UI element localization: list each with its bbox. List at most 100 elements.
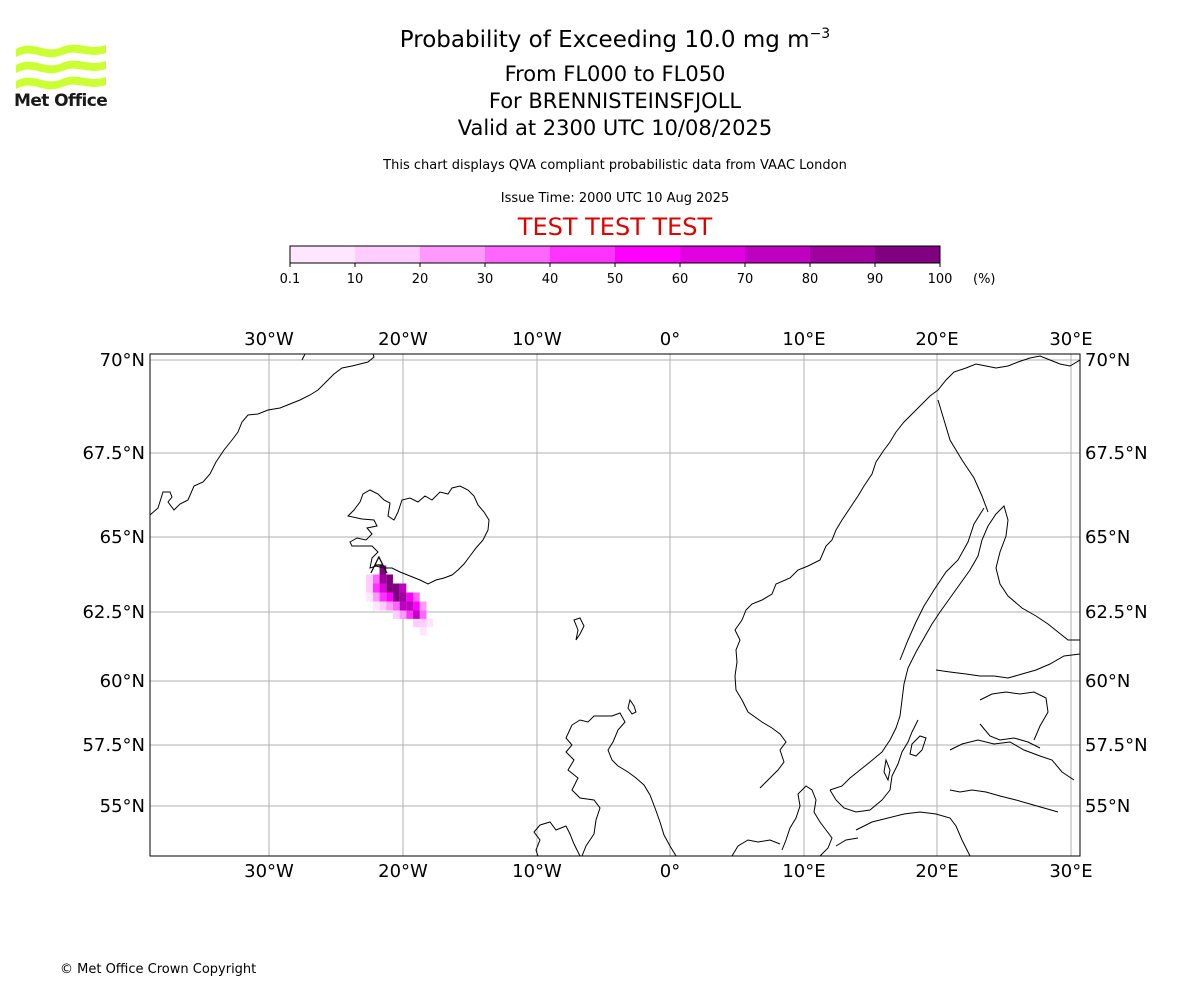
estonia-coastline xyxy=(979,691,1049,741)
valid-time: Valid at 2300 UTC 10/08/2025 xyxy=(457,116,773,140)
shetland-coastline xyxy=(627,698,637,715)
plume-cell xyxy=(392,610,400,619)
plume-cell xyxy=(419,610,427,619)
lat-label-left: 62.5°N xyxy=(82,602,145,623)
plume-cell xyxy=(366,583,373,593)
lon-label-bottom: 20°W xyxy=(378,861,428,882)
lon-label-bottom: 10°W xyxy=(512,861,562,882)
lat-label-right: 62.5°N xyxy=(1085,602,1148,623)
plume-cell xyxy=(379,565,387,575)
plume-cell xyxy=(419,627,427,636)
ireland-coastline xyxy=(533,821,581,856)
plume-cell xyxy=(399,583,407,593)
plume-cell xyxy=(379,583,387,593)
sweden-finland-border xyxy=(937,399,989,513)
lon-label-top: 30°E xyxy=(1049,329,1092,350)
poland-coastline xyxy=(855,811,971,856)
plume-cell xyxy=(399,610,407,619)
lon-label-bottom: 20°E xyxy=(915,861,958,882)
plume-cell xyxy=(366,574,373,584)
chart-title-main: Probability of Exceeding 10.0 mg m xyxy=(399,27,810,53)
test-banner: TEST TEST TEST xyxy=(517,213,713,241)
lon-label-bottom: 30°W xyxy=(244,861,294,882)
plume-cell xyxy=(366,592,373,602)
lat-label-left: 60°N xyxy=(100,671,145,692)
plume-cell xyxy=(413,592,420,602)
plume-cell xyxy=(419,601,427,611)
plume-cell xyxy=(413,610,420,619)
coastlines xyxy=(150,354,1080,856)
germany-coastline xyxy=(731,837,859,856)
lon-label-top: 10°W xyxy=(512,329,562,350)
plume-cell xyxy=(406,592,414,602)
met-office-logo-waves xyxy=(16,44,106,90)
graticule xyxy=(150,354,1080,856)
denmark-coastline xyxy=(781,785,833,856)
plume-cell xyxy=(399,592,407,602)
lon-label-bottom: 10°E xyxy=(782,861,825,882)
lon-label-top: 30°W xyxy=(244,329,294,350)
gulf-of-bothnia xyxy=(899,507,985,661)
plume-cell xyxy=(406,601,414,611)
issue-time: Issue Time: 2000 UTC 10 Aug 2025 xyxy=(500,191,730,206)
lon-label-bottom: 30°E xyxy=(1049,861,1092,882)
plume-cell xyxy=(379,592,387,602)
lat-label-right: 60°N xyxy=(1085,671,1130,692)
volcano-name: For BRENNISTEINSFJOLL xyxy=(488,89,742,113)
oland-coastline xyxy=(883,758,891,782)
chart-title-exponent: −3 xyxy=(809,26,831,42)
plume-cell xyxy=(392,583,400,593)
qva-note: This chart displays QVA compliant probab… xyxy=(383,158,847,173)
gotland-coastline xyxy=(909,735,927,757)
lon-label-top: 20°E xyxy=(915,329,958,350)
copyright: © Met Office Crown Copyright xyxy=(60,962,257,977)
latvia-coastline xyxy=(979,723,1041,749)
plume-cell xyxy=(379,574,387,584)
plume-cell xyxy=(399,601,407,611)
plume-cell xyxy=(426,618,434,628)
finland-coastline xyxy=(935,653,1080,679)
plume-cell xyxy=(419,618,427,628)
plume-cell xyxy=(386,574,393,584)
volcano-source-marker xyxy=(370,555,388,574)
map-frame xyxy=(149,353,1081,857)
plume-cell xyxy=(392,592,400,602)
level-range: From FL000 to FL050 xyxy=(504,62,726,86)
lon-label-top: 10°E xyxy=(782,329,825,350)
sweden-coastline xyxy=(829,505,1080,791)
plume-cell xyxy=(406,610,414,619)
lon-label-top: 0° xyxy=(660,329,680,350)
lat-label-right: 67.5°N xyxy=(1085,443,1148,464)
chart-title: Probability of Exceeding 10.0 mg m−3 xyxy=(315,26,915,53)
plume-cell xyxy=(372,601,380,611)
lat-label-right: 55°N xyxy=(1085,796,1130,817)
plume-cell xyxy=(386,583,393,593)
volcano-marker xyxy=(370,555,388,574)
lon-label-top: 20°W xyxy=(378,329,428,350)
ash-probability-field xyxy=(366,565,434,636)
greenland-coastline-top xyxy=(301,354,306,361)
lat-label-left: 57.5°N xyxy=(82,735,145,756)
plume-cell xyxy=(386,601,393,611)
plume-cell xyxy=(379,601,387,611)
plume-cell xyxy=(413,618,420,628)
norway-coastline xyxy=(734,355,1080,789)
lat-label-right: 70°N xyxy=(1085,350,1130,371)
baltic-east-coastline xyxy=(949,739,1075,781)
plume-cell xyxy=(392,601,400,611)
plume-cell xyxy=(413,601,420,611)
lat-label-left: 65°N xyxy=(100,527,145,548)
lat-label-left: 55°N xyxy=(100,796,145,817)
lithuania-coastline xyxy=(949,789,1059,813)
lat-label-left: 67.5°N xyxy=(82,443,145,464)
plume-cell xyxy=(372,592,380,602)
axis-labels: 30°W 30°W 20°W 20°W 10°W 10°W 0° 0° 10°E 10°E 20°E… xyxy=(82,329,1147,882)
lat-label-left: 70°N xyxy=(100,350,145,371)
scotland-west-coastline xyxy=(565,724,601,856)
lon-label-bottom: 0° xyxy=(660,861,680,882)
sweden-south-coastline xyxy=(829,719,919,813)
plume-cell xyxy=(372,574,380,584)
faroe-coastline xyxy=(573,617,585,641)
greenland-coastline xyxy=(150,354,375,516)
